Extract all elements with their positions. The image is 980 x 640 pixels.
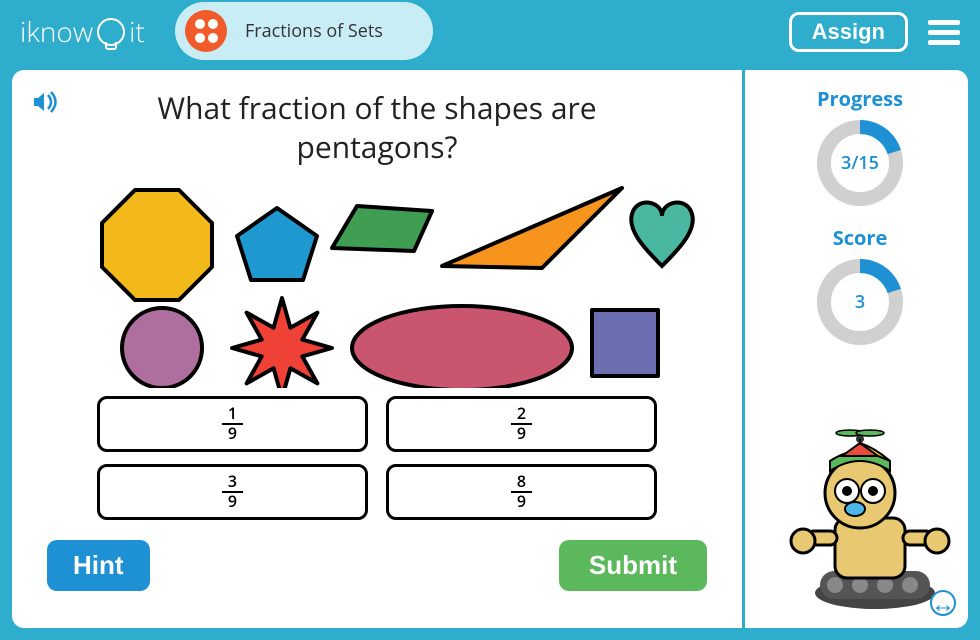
topic-pill: Fractions of Sets [175, 2, 433, 60]
fraction: 19 [222, 405, 243, 442]
menu-icon[interactable] [928, 15, 960, 50]
progress-ring: 3/15 [815, 118, 905, 208]
fraction: 29 [511, 405, 532, 442]
topic-dots-icon [185, 10, 227, 52]
shape-pentagon [237, 208, 317, 280]
shape-octagon [102, 190, 212, 300]
shape-triangle [442, 188, 622, 268]
logo-text-2: it [129, 13, 145, 51]
score-ring: 3 [815, 257, 905, 347]
shape-ellipse [352, 306, 572, 388]
progress-value: 3/15 [841, 151, 879, 175]
robot-mascot [765, 423, 955, 613]
shape-heart [631, 202, 693, 266]
fraction: 89 [511, 473, 532, 510]
answer-option-2[interactable]: 39 [97, 464, 368, 520]
shape-star [232, 298, 332, 388]
submit-button[interactable]: Submit [559, 540, 707, 591]
score-value: 3 [855, 290, 865, 314]
shape-trapezoid [332, 206, 432, 251]
hint-button[interactable]: Hint [47, 540, 150, 591]
logo[interactable]: iknowit [20, 13, 145, 51]
progress-label: Progress [817, 85, 903, 112]
topic-title: Fractions of Sets [245, 19, 383, 43]
answer-option-3[interactable]: 89 [386, 464, 657, 520]
answer-option-0[interactable]: 19 [97, 396, 368, 452]
expand-icon[interactable]: ↔ [930, 590, 956, 616]
bulb-icon [97, 18, 125, 46]
score-label: Score [833, 224, 888, 251]
fraction: 39 [222, 473, 243, 510]
assign-button[interactable]: Assign [789, 12, 908, 52]
shapes-area [47, 178, 707, 388]
shape-circle [122, 308, 202, 388]
speaker-icon[interactable] [34, 90, 60, 120]
answer-option-1[interactable]: 29 [386, 396, 657, 452]
logo-text-1: iknow [20, 13, 93, 51]
shape-square [592, 310, 658, 376]
question-text: What fraction of the shapes are pentagon… [47, 88, 707, 166]
